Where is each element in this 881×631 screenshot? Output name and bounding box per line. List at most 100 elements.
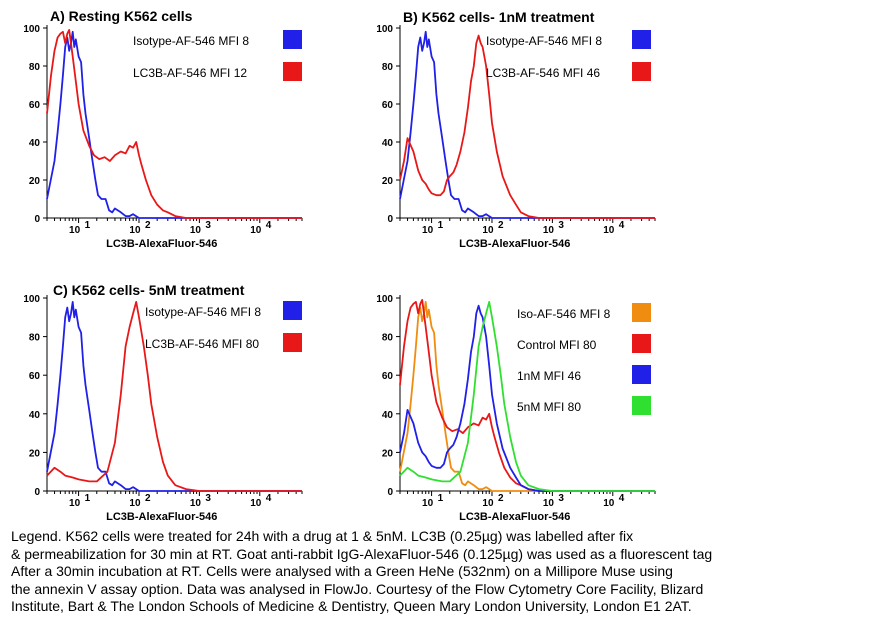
x-tick-exponent: 4 xyxy=(266,220,272,231)
x-tick-label: 10 xyxy=(543,225,555,236)
histogram-line xyxy=(46,300,302,492)
y-tick-label: 20 xyxy=(29,448,41,459)
histogram-line xyxy=(399,298,655,492)
y-tick-label: 60 xyxy=(382,100,394,111)
panel-title: C) K562 cells- 5nM treatment xyxy=(53,282,245,298)
legend-line: the annexin V assay option. Data was ana… xyxy=(11,580,704,597)
x-tick-label: 10 xyxy=(422,225,434,236)
y-tick-label: 0 xyxy=(387,487,393,498)
legend-label: LC3B-AF-546 MFI 80 xyxy=(145,337,259,351)
x-tick-label: 10 xyxy=(422,498,434,509)
x-tick-exponent: 4 xyxy=(266,493,272,504)
y-tick-label: 20 xyxy=(382,176,394,187)
x-tick-exponent: 2 xyxy=(145,220,151,231)
legend-line: Legend. K562 cells were treated for 24h … xyxy=(11,528,634,544)
panel-title: B) K562 cells- 1nM treatment xyxy=(403,9,595,25)
y-tick-label: 80 xyxy=(29,62,41,73)
legend-label: Isotype-AF-546 MFI 8 xyxy=(145,305,261,319)
y-tick-label: 100 xyxy=(23,24,40,35)
x-tick-label: 10 xyxy=(603,225,615,236)
x-tick-label: 10 xyxy=(250,498,262,509)
y-tick-label: 100 xyxy=(376,24,393,35)
x-tick-exponent: 4 xyxy=(619,220,625,231)
x-axis-label: LC3B-AlexaFluor-546 xyxy=(459,238,570,250)
x-tick-exponent: 2 xyxy=(498,493,504,504)
histogram-line xyxy=(46,30,302,219)
x-tick-exponent: 4 xyxy=(619,493,625,504)
legend-label: LC3B-AF-546 MFI 12 xyxy=(133,66,247,80)
legend-label: 1nM MFI 46 xyxy=(517,369,581,383)
x-tick-exponent: 1 xyxy=(85,493,91,504)
legend-swatch xyxy=(632,334,651,353)
y-tick-label: 60 xyxy=(29,100,41,111)
legend-label: 5nM MFI 80 xyxy=(517,400,581,414)
x-tick-exponent: 1 xyxy=(438,220,444,231)
y-tick-label: 100 xyxy=(376,294,393,305)
y-tick-label: 100 xyxy=(23,294,40,305)
histogram-line xyxy=(399,34,655,219)
x-tick-exponent: 3 xyxy=(558,220,564,231)
y-tick-label: 40 xyxy=(382,410,394,421)
legend-line: & permeabilization for 30 min at RT. Goa… xyxy=(11,545,713,562)
x-tick-label: 10 xyxy=(482,225,494,236)
x-tick-label: 10 xyxy=(603,498,615,509)
legend-swatch xyxy=(283,333,302,352)
x-axis-label: LC3B-AlexaFluor-546 xyxy=(106,238,217,250)
histogram-line xyxy=(46,28,302,219)
x-tick-exponent: 3 xyxy=(558,493,564,504)
y-tick-label: 0 xyxy=(34,487,40,498)
x-tick-exponent: 2 xyxy=(498,220,504,231)
legend-line: After a 30min incubation at RT. Cells we… xyxy=(11,563,673,579)
histogram-line xyxy=(399,30,655,219)
legend-swatch xyxy=(632,303,651,322)
y-tick-label: 0 xyxy=(387,214,393,225)
x-tick-label: 10 xyxy=(129,225,141,236)
legend-line: Institute, Bart & The London Schools of … xyxy=(11,598,692,614)
y-tick-label: 20 xyxy=(29,176,41,187)
x-tick-label: 10 xyxy=(250,225,262,236)
legend-label: LC3B-AF-546 MFI 46 xyxy=(486,66,600,80)
y-tick-label: 60 xyxy=(29,371,41,382)
x-tick-label: 10 xyxy=(543,498,555,509)
x-axis-label: LC3B-AlexaFluor-546 xyxy=(459,511,570,520)
legend-label: Isotype-AF-546 MFI 8 xyxy=(133,34,249,48)
legend-swatch xyxy=(283,30,302,49)
legend-swatch xyxy=(632,396,651,415)
y-tick-label: 60 xyxy=(382,371,394,382)
x-tick-label: 10 xyxy=(69,498,81,509)
legend-swatch xyxy=(632,30,651,49)
figure-legend: Legend. K562 cells were treated for 24h … xyxy=(11,528,877,616)
x-axis-label: LC3B-AlexaFluor-546 xyxy=(106,511,217,520)
histogram-line xyxy=(399,300,655,492)
x-tick-exponent: 2 xyxy=(145,493,151,504)
legend-swatch xyxy=(632,365,651,384)
histogram-line xyxy=(399,300,655,492)
x-tick-label: 10 xyxy=(129,498,141,509)
x-tick-exponent: 3 xyxy=(205,220,211,231)
legend-label: Isotype-AF-546 MFI 8 xyxy=(486,34,602,48)
x-tick-exponent: 1 xyxy=(85,220,91,231)
x-tick-label: 10 xyxy=(482,498,494,509)
legend-swatch xyxy=(632,62,651,81)
histogram-line xyxy=(46,300,302,492)
x-tick-exponent: 1 xyxy=(438,493,444,504)
legend-swatch xyxy=(283,62,302,81)
y-tick-label: 80 xyxy=(382,62,394,73)
legend-label: Iso-AF-546 MFI 8 xyxy=(517,307,611,321)
y-tick-label: 40 xyxy=(382,138,394,149)
panel-title: A) Resting K562 cells xyxy=(50,8,193,24)
x-tick-label: 10 xyxy=(190,498,202,509)
legend-swatch xyxy=(283,301,302,320)
y-tick-label: 40 xyxy=(29,410,41,421)
x-tick-exponent: 3 xyxy=(205,493,211,504)
histogram-line xyxy=(399,304,655,492)
y-tick-label: 40 xyxy=(29,138,41,149)
y-tick-label: 0 xyxy=(34,214,40,225)
y-tick-label: 80 xyxy=(29,333,41,344)
y-tick-label: 20 xyxy=(382,448,394,459)
